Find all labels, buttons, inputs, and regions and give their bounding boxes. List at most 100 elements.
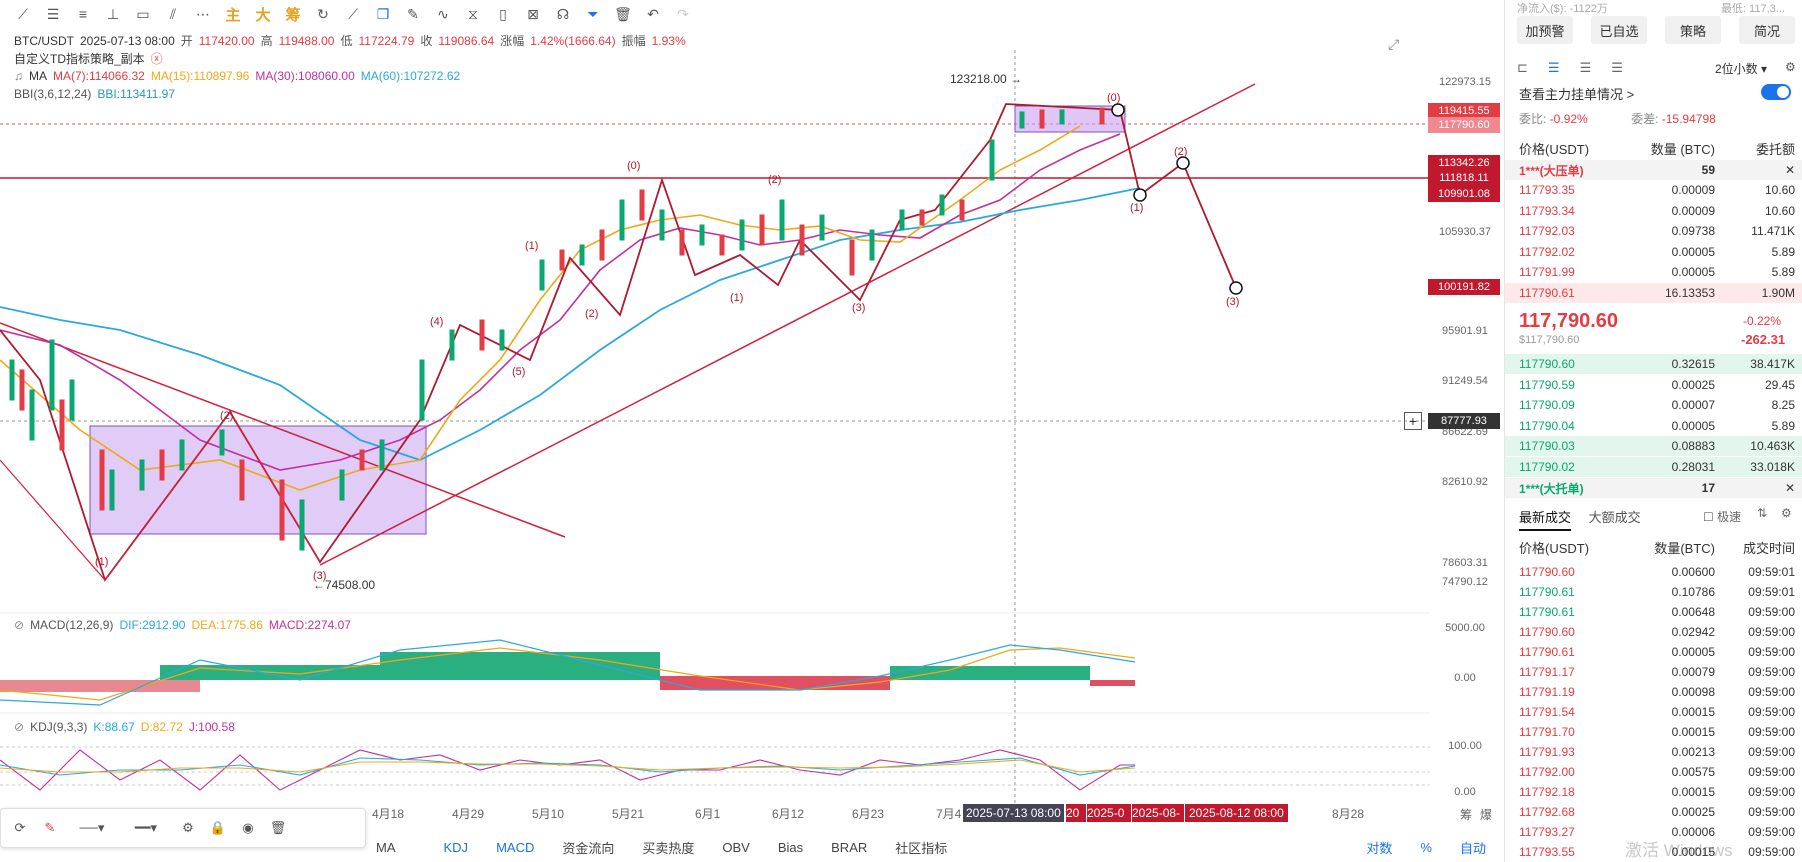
book-row[interactable]: 117790.03 0.08883 10.463K bbox=[1505, 436, 1802, 456]
note-icon[interactable]: ▯ bbox=[499, 5, 507, 22]
big-order-button[interactable]: 大 bbox=[255, 6, 271, 24]
wave-label: (1) bbox=[95, 556, 109, 568]
book-both-icon[interactable]: ⊏ bbox=[1517, 60, 1528, 75]
crosshair-icon[interactable]: ⊥ bbox=[106, 5, 120, 22]
kdj-legend[interactable]: ⊘ KDJ(9,3,3) K:88.67 D:82.72 J:100.58 bbox=[14, 720, 235, 734]
indicator-icon[interactable]: ↻ bbox=[317, 5, 329, 22]
pen-icon[interactable]: ✎ bbox=[44, 820, 56, 835]
book-row[interactable]: 117790.02 0.28031 33.018K bbox=[1505, 456, 1802, 477]
eye-icon[interactable]: ◉ bbox=[242, 820, 254, 835]
log-toggle[interactable]: 对数 bbox=[1366, 840, 1393, 856]
add-alert-icon[interactable]: + bbox=[1404, 412, 1422, 430]
price-tag: 111818.11 bbox=[1428, 170, 1500, 186]
book-row[interactable]: 117793.35 0.00009 10.60 bbox=[1519, 183, 1795, 197]
floating-draw-toolbar: ⟳ ✎ ──▾ ━━▾ ⚙ 🔒 ◉ 🗑 bbox=[0, 808, 366, 848]
redo-icon[interactable]: ↷ bbox=[677, 5, 689, 22]
auto-toggle[interactable]: 自动 bbox=[1459, 840, 1486, 856]
tab-latest-trades[interactable]: 最新成交 bbox=[1519, 510, 1572, 531]
x-tag: 2025-0 bbox=[1087, 804, 1131, 822]
book-row[interactable]: 117790.60 0.32615 38.417K bbox=[1505, 354, 1802, 374]
undo-icon[interactable]: ↶ bbox=[647, 5, 659, 22]
tab-big-trades[interactable]: 大额成交 bbox=[1588, 510, 1641, 525]
candlestick-chart[interactable] bbox=[0, 0, 1500, 862]
bell-icon[interactable]: ♫ bbox=[14, 69, 23, 83]
trade-row: 117790.61 0.00648 09:59:00 bbox=[1519, 605, 1795, 619]
collapse-icon[interactable]: ⊘ bbox=[14, 618, 25, 632]
wave-icon[interactable]: ∿ bbox=[437, 5, 449, 22]
book-row[interactable]: 117792.03 0.09738 11.471K bbox=[1519, 224, 1795, 238]
ruler-icon[interactable]: ⟋ bbox=[348, 5, 358, 22]
close-icon[interactable]: ✕ bbox=[1784, 163, 1795, 177]
big-bid-row[interactable]: 1***(大托单) 17 ✕ bbox=[1505, 478, 1802, 498]
close-icon[interactable]: ✕ bbox=[1784, 481, 1795, 495]
tab-macd[interactable]: MACD bbox=[496, 839, 535, 855]
strategy-button[interactable]: 策略 bbox=[1665, 16, 1721, 44]
book-row[interactable]: 117790.09 0.00007 8.25 bbox=[1519, 398, 1795, 412]
more-icon[interactable]: ⋯ bbox=[196, 5, 210, 22]
book-row[interactable]: 117790.04 0.00005 5.89 bbox=[1519, 418, 1795, 433]
book-bids-icon[interactable]: ☰ bbox=[1611, 60, 1623, 75]
wave-label: (0) bbox=[627, 160, 641, 172]
tab-obv[interactable]: OBV bbox=[722, 839, 750, 855]
settings-icon[interactable]: ⚙ bbox=[182, 820, 194, 835]
book-row[interactable]: 117790.59 0.00025 29.45 bbox=[1519, 377, 1795, 392]
macd-legend[interactable]: ⊘ MACD(12,26,9) DIF:2912.90 DEA:1775.86 … bbox=[14, 618, 351, 632]
calendar-icon[interactable]: ⧖ bbox=[468, 5, 478, 22]
tab-brar[interactable]: BRAR bbox=[831, 839, 868, 855]
brush-icon[interactable]: ✎ bbox=[407, 5, 419, 22]
decimals-select[interactable]: 2位小数 ▾ bbox=[1715, 62, 1768, 76]
hline-icon[interactable]: ☰ bbox=[46, 5, 60, 22]
chart-area[interactable]: ⟋ ☰ ≡ ⊥ ▭ ⫽ ⋯ 主 大 筹 ↻ ⟋ ❐ ✎ ∿ ⧖ ▯ ⊠ ☊ ⏷ … bbox=[0, 0, 1500, 862]
line-tool-icon[interactable]: ⟋ bbox=[18, 5, 28, 22]
gear-icon[interactable]: ⚙ bbox=[1785, 60, 1796, 74]
tab-community[interactable]: 社区指标 bbox=[895, 840, 948, 856]
chips-button[interactable]: 筹 bbox=[285, 6, 301, 24]
pct-toggle[interactable]: % bbox=[1420, 839, 1432, 855]
book-row[interactable]: 117791.99 0.00005 5.89 bbox=[1519, 265, 1795, 279]
line-width-dropdown[interactable]: ━━▾ bbox=[134, 820, 158, 835]
strategy-legend[interactable]: 自定义TD指标策略_副本 ⓧ bbox=[14, 50, 163, 67]
measure-icon[interactable]: ⊠ bbox=[527, 5, 539, 22]
lock-icon[interactable]: 🔒 bbox=[209, 820, 227, 835]
tab-ma[interactable]: MA bbox=[376, 839, 396, 855]
gear-icon[interactable]: ⚙ bbox=[1781, 506, 1792, 520]
fib-icon[interactable]: ⫽ bbox=[169, 5, 177, 22]
sort-icon[interactable]: ⇅ bbox=[1757, 506, 1768, 520]
magnet-icon[interactable]: ☊ bbox=[556, 5, 570, 22]
last-change-pct: -0.22% bbox=[1743, 314, 1782, 328]
main-chart-button[interactable]: 主 bbox=[225, 6, 241, 24]
trash-icon[interactable]: 🗑 bbox=[614, 5, 632, 22]
book-asks-icon[interactable]: ☰ bbox=[1579, 60, 1592, 75]
book-row[interactable]: 117792.02 0.00005 5.89 bbox=[1519, 244, 1795, 259]
filter-icon[interactable]: ⏷ bbox=[587, 5, 599, 22]
order-toggle[interactable] bbox=[1761, 84, 1791, 100]
add-alert-button[interactable]: 加预警 bbox=[1517, 16, 1573, 44]
wave-point bbox=[1133, 188, 1147, 202]
book-list-icon[interactable]: ☰ bbox=[1547, 60, 1560, 75]
x-tag: 2025-08- bbox=[1132, 804, 1184, 822]
tab-heat[interactable]: 买卖热度 bbox=[642, 840, 695, 856]
channel-icon[interactable]: ≡ bbox=[78, 6, 88, 22]
book-row[interactable]: 117790.61 16.13353 1.90M bbox=[1505, 282, 1802, 303]
right-panel: 净流入($): -1122万 最低: 117,3... 加预警 已自选 策略 简… bbox=[1504, 0, 1802, 862]
fullscreen-icon[interactable]: ⤢ bbox=[1388, 36, 1400, 52]
layers-icon[interactable]: ❐ bbox=[376, 5, 390, 22]
tab-kdj[interactable]: KDJ bbox=[443, 839, 469, 855]
line-style-dropdown[interactable]: ──▾ bbox=[79, 820, 105, 835]
collapse-icon[interactable]: ⊘ bbox=[14, 720, 25, 734]
close-icon[interactable]: ⓧ bbox=[150, 52, 163, 66]
strategy-name: 自定义TD指标策略_副本 bbox=[14, 52, 145, 66]
summary-button[interactable]: 简况 bbox=[1739, 16, 1795, 44]
macd-dea bbox=[0, 647, 1136, 701]
big-ask-row[interactable]: 1***(大压单) 59 ✕ bbox=[1505, 160, 1802, 180]
rect-icon[interactable]: ▭ bbox=[136, 5, 150, 22]
tab-fund-flow[interactable]: 资金流向 bbox=[562, 840, 615, 856]
book-row[interactable]: 117793.34 0.00009 10.60 bbox=[1519, 203, 1795, 218]
tab-bias[interactable]: Bias bbox=[777, 839, 804, 855]
watchlist-button[interactable]: 已自选 bbox=[1591, 16, 1647, 44]
refresh-icon[interactable]: ⟳ bbox=[14, 820, 26, 835]
fast-checkbox[interactable]: ☐ 极速 bbox=[1703, 510, 1742, 524]
trash-icon[interactable]: 🗑 bbox=[269, 820, 287, 835]
ma-legend[interactable]: ♫ MA MA(7):114066.32 MA(15):110897.96 MA… bbox=[14, 69, 461, 83]
order-check-link[interactable]: 查看主力挂单情况 > bbox=[1519, 87, 1635, 102]
